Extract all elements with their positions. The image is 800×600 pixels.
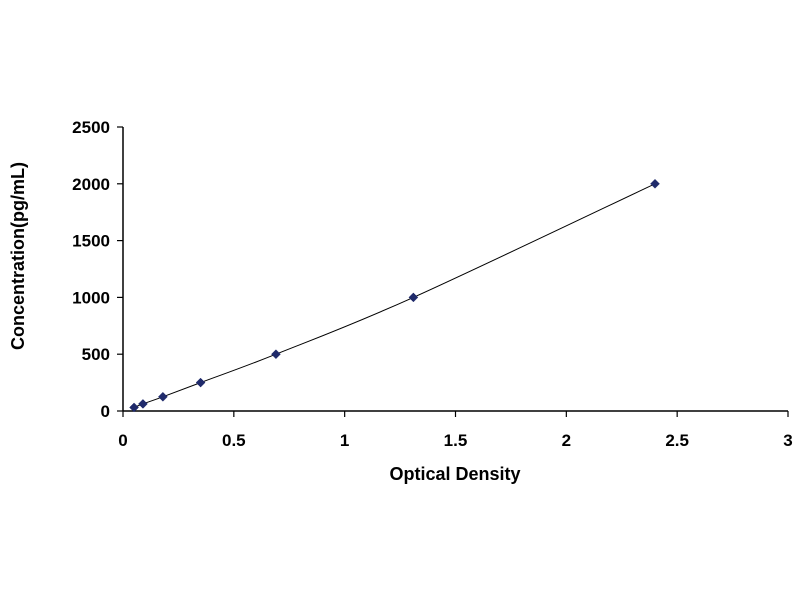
y-tick-label: 1500: [72, 232, 110, 251]
x-tick-label: 1: [340, 431, 349, 450]
data-point: [129, 402, 139, 413]
trend-line: [133, 183, 656, 408]
x-axis-title: Optical Density: [389, 464, 520, 484]
data-point: [408, 292, 419, 303]
y-tick-label: 500: [82, 345, 110, 364]
y-tick-label: 2500: [72, 118, 110, 137]
y-tick-label: 0: [101, 402, 110, 421]
plot-area: 0 0.5 1 1.5 2 2.5 3 0 500 1000 1500 2000 2500: [72, 118, 793, 450]
data-point: [138, 399, 148, 409]
y-axis-title: Concentration(pg/mL): [8, 162, 28, 350]
y-tick-label: 2000: [72, 175, 110, 194]
x-tick-label: 0.5: [222, 431, 246, 450]
data-points: [129, 178, 660, 413]
x-tick-label: 2.5: [665, 431, 689, 450]
y-tick-label: 1000: [72, 288, 110, 307]
data-point: [195, 377, 206, 388]
x-tick-label: 2: [562, 431, 571, 450]
x-tick-labels: 0 0.5 1 1.5 2 2.5 3: [118, 431, 792, 450]
y-tick-labels: 0 500 1000 1500 2000 2500: [72, 118, 110, 421]
data-point: [650, 178, 660, 189]
x-ticks: [122, 411, 789, 417]
x-tick-label: 3: [783, 431, 792, 450]
x-tick-label: 1.5: [444, 431, 468, 450]
y-ticks: [117, 126, 123, 412]
data-point: [158, 391, 168, 402]
data-point: [271, 349, 281, 360]
x-tick-label: 0: [118, 431, 127, 450]
